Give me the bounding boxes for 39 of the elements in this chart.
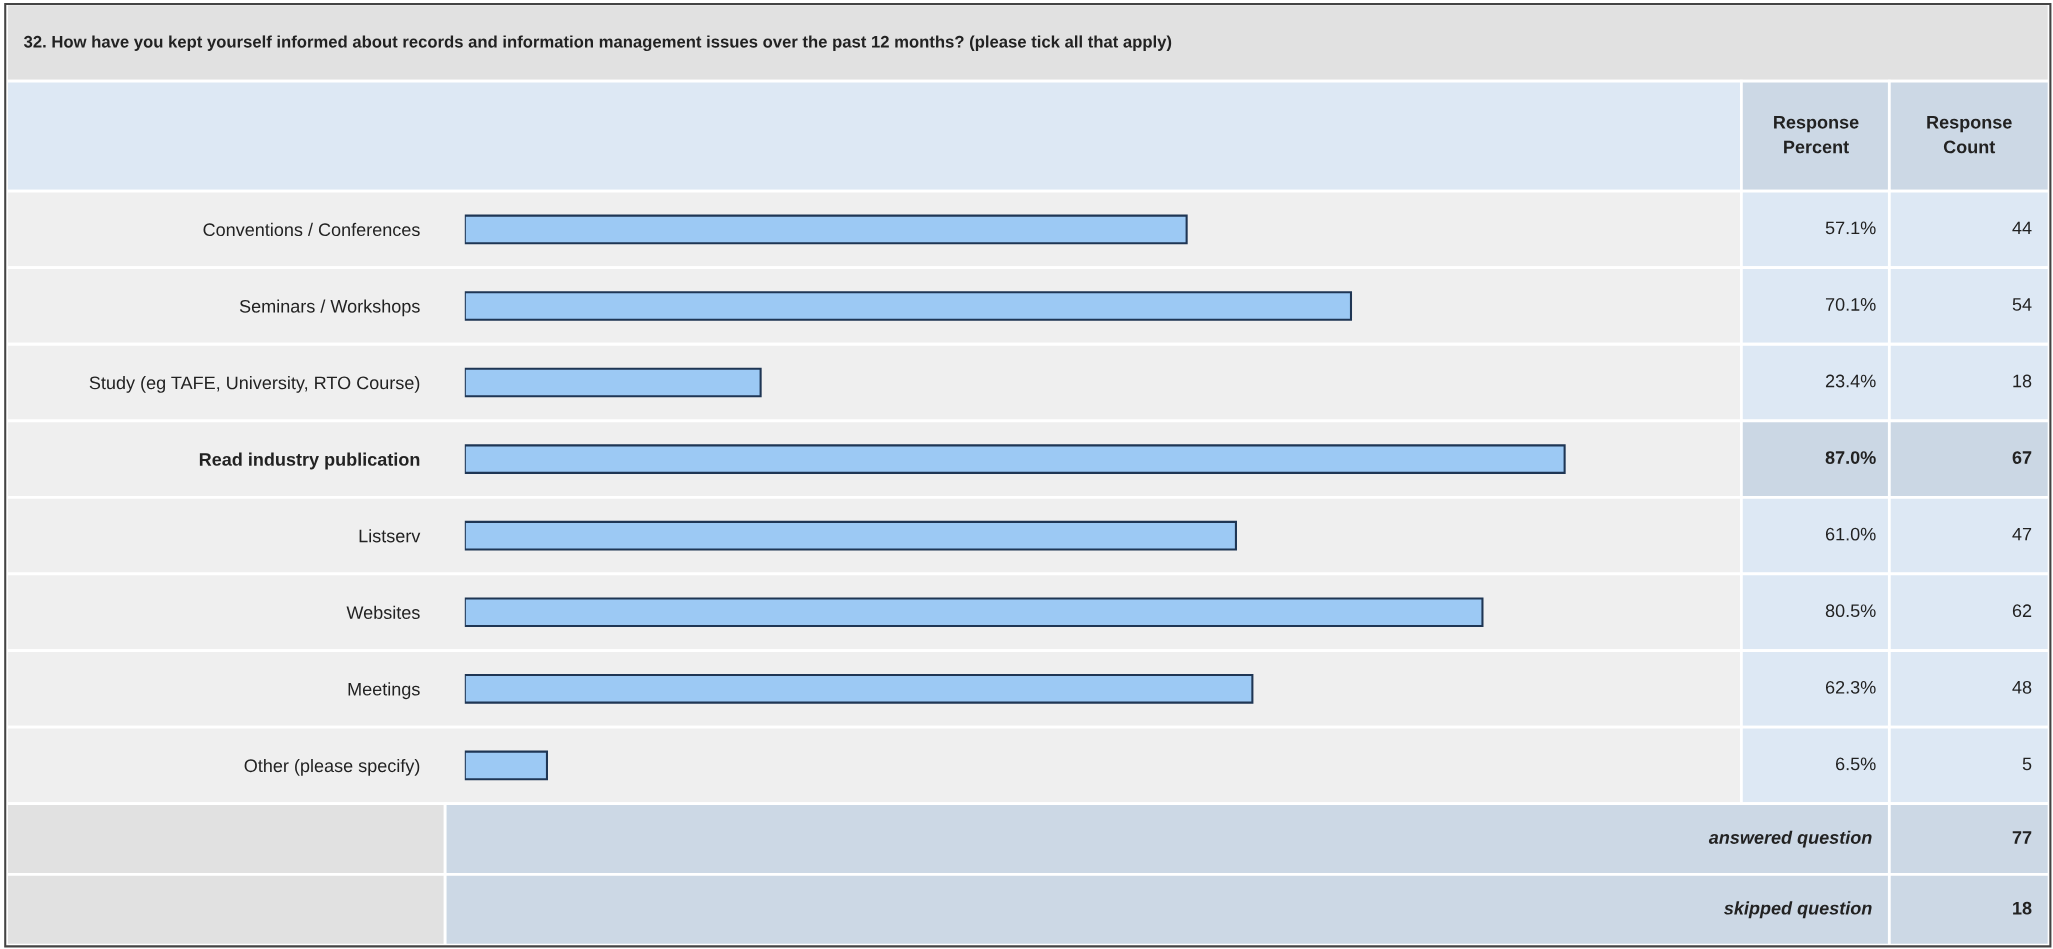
data-label: 87.0% [1825, 451, 1876, 464]
text: 18 [2013, 374, 2032, 388]
text: 62 [2012, 604, 2032, 618]
text: Response Percent [1774, 116, 1859, 154]
y-tick-label: Other (please specify) [244, 758, 420, 776]
text: 54 [2012, 298, 2032, 311]
data-label: 61.0% [1825, 527, 1876, 541]
y-tick-label: Listserv [359, 529, 421, 543]
text: skipped question [1724, 901, 1872, 919]
text: 44 [2012, 221, 2032, 235]
y-tick-label: Study (eg TAFE, University, RTO Course) [89, 376, 420, 393]
text: 47 [2012, 527, 2032, 541]
text: 67 [2012, 451, 2032, 464]
bar [464, 674, 1254, 704]
text: answered question [1708, 830, 1872, 848]
bar [464, 291, 1353, 321]
text: 48 [2012, 680, 2032, 694]
data-label: 62.3% [1825, 680, 1876, 694]
y-tick-label: Websites [346, 605, 420, 619]
text: Response Count [1927, 116, 2012, 154]
data-label: 57.1% [1825, 221, 1876, 235]
bar [464, 367, 762, 398]
text: 18 [2013, 901, 2032, 915]
y-tick-label: Meetings [348, 682, 420, 700]
data-label: 6.5% [1836, 757, 1876, 771]
bar [464, 444, 1566, 474]
bar [464, 214, 1188, 245]
text: 5 [2022, 757, 2032, 771]
chart-title: 32. How have you kept yourself informed about records and information management issues over the past 12 months? (please tick all that apply) [23, 35, 1172, 51]
text: 77 [2012, 831, 2032, 844]
bar [464, 597, 1484, 628]
bar [464, 520, 1237, 551]
y-tick-label: Conventions / Conferences [203, 222, 420, 237]
y-tick-label: Seminars / Workshops [239, 299, 420, 317]
data-label: 70.1% [1825, 298, 1876, 311]
bar [464, 750, 549, 781]
y-tick-label: Read industry publication [199, 452, 420, 470]
data-label: 80.5% [1825, 604, 1876, 618]
data-label: 23.4% [1825, 374, 1876, 388]
